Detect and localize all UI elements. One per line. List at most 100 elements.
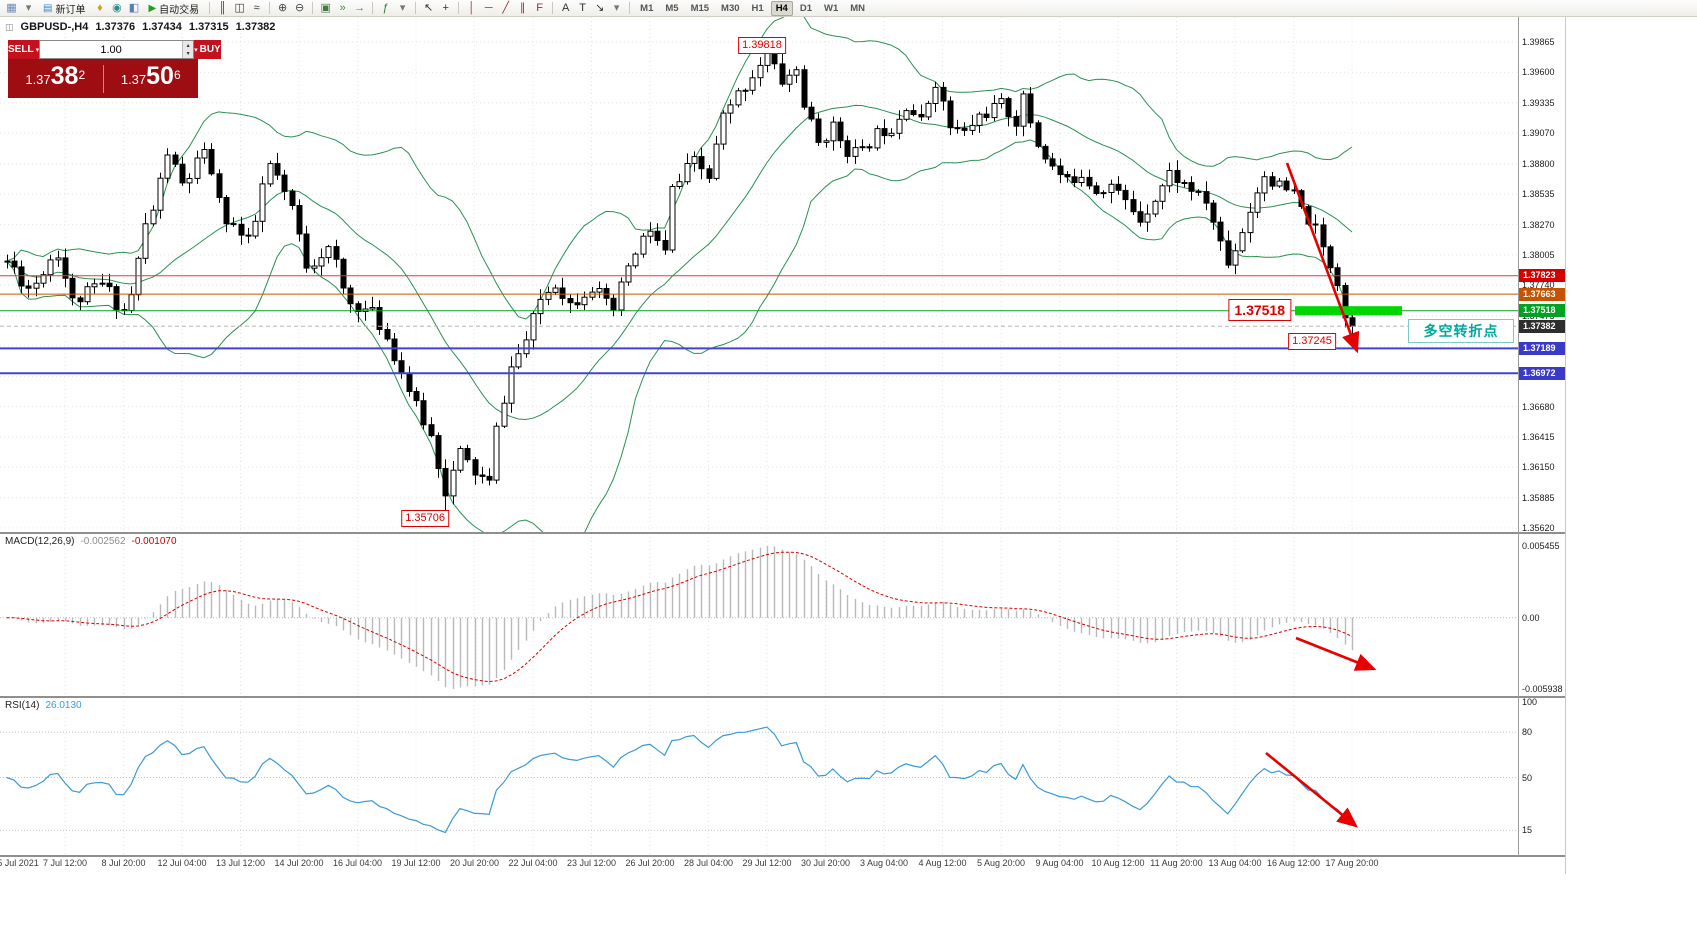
tile-windows-icon[interactable]: ▣ <box>320 1 331 14</box>
cursor-icon[interactable]: ↖ <box>424 1 434 14</box>
time-axis-label: 14 Jul 20:00 <box>274 858 324 868</box>
sell-price[interactable]: 1.37 38 2 <box>8 64 103 92</box>
timeframe-d1[interactable]: D1 <box>799 2 812 14</box>
price-callout[interactable]: 1.37245 <box>1288 332 1336 350</box>
buy-price-frac: 6 <box>173 68 181 82</box>
toolbar-separator <box>552 2 554 14</box>
toolbar-separator <box>458 2 460 14</box>
time-axis-label: 28 Jul 04:00 <box>683 858 734 868</box>
buy-button-label: BUY <box>199 44 221 55</box>
toolbar-separator <box>312 2 314 14</box>
price-axis-label: 1.39335 <box>1522 97 1555 108</box>
symbol-period-label: GBPUSD-,H4 <box>20 21 89 33</box>
price-callout[interactable]: 1.37518 <box>1228 298 1291 321</box>
new-order-button-label: 新订单 <box>55 4 86 16</box>
timeframe-h1[interactable]: H1 <box>751 2 764 14</box>
timeframe-w1[interactable]: W1 <box>824 2 839 14</box>
text-label-icon[interactable]: T <box>579 1 587 14</box>
price-axis-label: 1.38535 <box>1522 189 1555 200</box>
line-chart-icon[interactable]: ≈ <box>253 1 260 14</box>
price-axis-label: 1.35885 <box>1522 492 1555 503</box>
timeframe-m15[interactable]: M15 <box>690 2 710 14</box>
arrows-icon[interactable]: ↘ <box>595 1 605 14</box>
rsi-label: RSI(14) <box>5 700 40 711</box>
timeframe-m1[interactable]: M1 <box>640 2 654 14</box>
text-icon[interactable]: A <box>561 1 570 14</box>
time-axis-label: 30 Jul 20:00 <box>800 858 851 868</box>
time-axis-label: 4 Aug 12:00 <box>918 858 967 868</box>
sell-button-label: SELL <box>8 44 34 55</box>
shapes-dropdown-icon[interactable]: ▾ <box>613 1 620 14</box>
time-axis-label: 20 Jul 20:00 <box>449 858 500 868</box>
zoom-out-icon[interactable]: ⊖ <box>295 1 305 14</box>
new-chart-icon[interactable]: ▦ <box>6 1 17 14</box>
price-callout[interactable]: 1.35706 <box>401 510 449 528</box>
sell-price-frac: 2 <box>78 68 86 82</box>
trendline-icon[interactable]: ╱ <box>502 1 509 14</box>
time-axis-label: 16 Aug 12:00 <box>1266 858 1321 868</box>
timeframe-mn[interactable]: MN <box>850 2 866 14</box>
timeframe-m5[interactable]: M5 <box>665 2 679 14</box>
time-axis-label: 23 Jul 12:00 <box>566 858 617 868</box>
zoom-in-icon[interactable]: ⊕ <box>278 1 288 14</box>
time-axis-label: 13 Jul 12:00 <box>215 858 266 868</box>
timeframe-m30[interactable]: M30 <box>721 2 740 14</box>
panel-separator[interactable] <box>0 855 1565 857</box>
annotation-label[interactable]: 多空转折点 <box>1408 319 1514 343</box>
macd-axis-label: -0.005938 <box>1522 684 1563 694</box>
new-order-button[interactable]: ▤ 新订单 <box>38 1 90 16</box>
time-axis-label: 26 Jul 20:00 <box>625 858 675 868</box>
volume-field: ▴ ▾ <box>39 40 195 59</box>
price-callout[interactable]: 1.39818 <box>738 37 786 55</box>
ohlc-close: 1.37382 <box>235 21 276 33</box>
time-axis-label: 5 Aug 20:00 <box>976 858 1026 868</box>
horizontal-line-icon[interactable]: ─ <box>484 1 493 14</box>
time-axis-label: 7 Jul 12:00 <box>42 858 88 868</box>
price-axis-label: 1.38005 <box>1522 249 1555 260</box>
volume-decrease-button[interactable]: ▾ <box>183 49 194 58</box>
rsi-axis-label: 15 <box>1522 825 1533 836</box>
candlestick-chart-icon[interactable]: ◫ <box>234 1 245 14</box>
time-axis-label: 9 Aug 04:00 <box>1035 858 1084 868</box>
buy-price[interactable]: 1.37 50 6 <box>104 62 199 92</box>
volume-increase-button[interactable]: ▴ <box>183 41 194 50</box>
chart-shift-icon[interactable]: → <box>354 1 366 14</box>
buy-price-pips: 50 <box>146 62 174 90</box>
auto-scroll-icon[interactable]: » <box>339 1 346 14</box>
timeframe-h4[interactable]: H4 <box>770 0 793 16</box>
macd-signal-value: -0.001070 <box>131 536 177 547</box>
price-level-tag: 1.37823 <box>1519 269 1565 283</box>
market-watch-icon[interactable]: ◉ <box>112 1 122 14</box>
data-window-icon[interactable]: ◧ <box>128 1 140 14</box>
panel-separator[interactable] <box>0 696 1565 698</box>
macd-panel[interactable] <box>0 533 1565 697</box>
crosshair-icon[interactable]: + <box>442 1 449 14</box>
one-click-trading-widget: SELL ▾ ▴ ▾ ▾ BUY 1.37 38 2 1.37 50 6 <box>8 40 221 98</box>
indicators-icon[interactable]: ƒ <box>382 1 389 14</box>
volume-input[interactable] <box>40 41 183 58</box>
equidistant-channel-icon[interactable]: ∥ <box>519 1 526 14</box>
sell-button[interactable]: SELL ▾ <box>8 40 40 59</box>
profiles-icon[interactable]: ♦ <box>97 1 103 14</box>
sell-price-base: 1.37 <box>25 72 51 87</box>
panel-separator[interactable] <box>0 532 1565 534</box>
rsi-value: 26.0130 <box>45 700 82 711</box>
price-level-tag: 1.37663 <box>1519 287 1565 301</box>
bar-chart-icon[interactable]: ║ <box>218 1 227 14</box>
indicators-dropdown-icon[interactable]: ▾ <box>399 1 406 14</box>
time-axis-label: 8 Jul 20:00 <box>101 858 146 868</box>
autotrading-button[interactable]: ▶ 自动交易 <box>143 1 204 16</box>
new-chart-dropdown-icon[interactable]: ▾ <box>25 1 32 14</box>
ohlc-high: 1.37434 <box>142 21 182 33</box>
buy-options-caret-icon[interactable]: ▾ <box>194 46 198 54</box>
buy-button[interactable]: ▾ BUY <box>194 40 221 59</box>
price-axis[interactable] <box>1518 17 1565 856</box>
price-axis-label: 1.36150 <box>1522 462 1555 473</box>
main-chart-panel[interactable] <box>0 17 1565 533</box>
buy-price-base: 1.37 <box>120 72 147 87</box>
vertical-line-icon[interactable]: │ <box>468 1 476 14</box>
rsi-panel[interactable] <box>0 697 1565 856</box>
price-axis-label: 1.35620 <box>1522 523 1555 533</box>
time-axis[interactable] <box>0 856 1565 874</box>
fibonacci-icon[interactable]: F <box>536 1 544 14</box>
